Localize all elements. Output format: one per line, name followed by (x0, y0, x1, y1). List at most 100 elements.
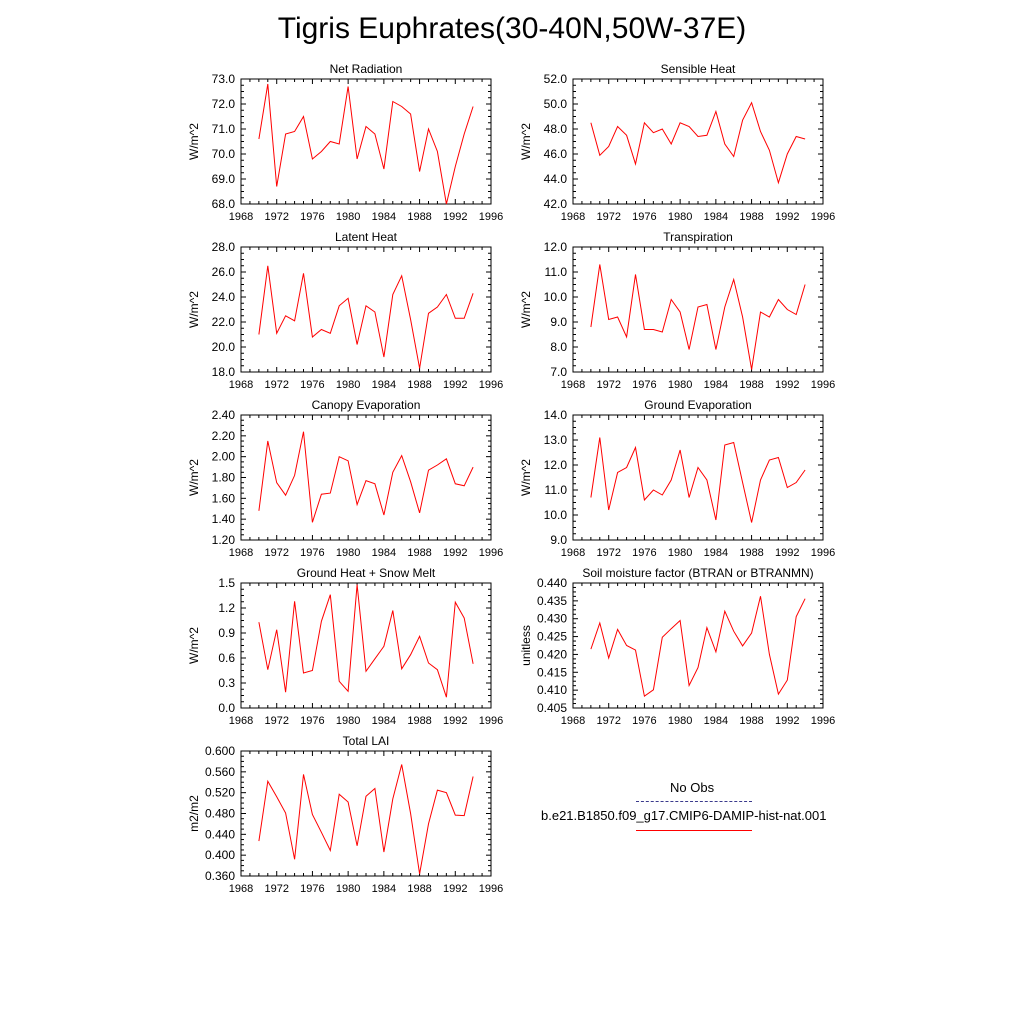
x-tick-label: 1996 (479, 211, 503, 223)
x-tick-label: 1992 (775, 379, 799, 391)
x-tick-label: 1988 (739, 379, 763, 391)
y-axis-label: W/m^2 (519, 459, 533, 496)
legend-obs-line (636, 801, 752, 802)
x-tick-label: 1992 (775, 211, 799, 223)
y-tick-label: 0.405 (537, 701, 567, 715)
x-tick-label: 1980 (668, 547, 692, 559)
y-tick-label: 1.2 (218, 601, 235, 615)
y-tick-label: 2.40 (212, 408, 236, 422)
y-axis-label: W/m^2 (187, 627, 201, 664)
x-tick-label: 1984 (704, 379, 728, 391)
x-tick-label: 1980 (668, 211, 692, 223)
x-tick-label: 1992 (443, 883, 467, 895)
series-line-1 (590, 264, 806, 370)
y-tick-label: 70.0 (212, 147, 236, 161)
series-line-1 (258, 764, 474, 874)
panel-title: Soil moisture factor (BTRAN or BTRANMN) (582, 566, 813, 580)
y-tick-label: 0.0 (218, 701, 235, 715)
y-tick-label: 0.6 (218, 651, 235, 665)
x-tick-label: 1988 (739, 715, 763, 727)
chart-panel-8: Soil moisture factor (BTRAN or BTRANMN) u… (519, 566, 835, 727)
y-tick-label: 72.0 (212, 97, 236, 111)
panel-title: Transpiration (663, 230, 733, 244)
y-tick-label: 68.0 (212, 197, 236, 211)
y-tick-label: 10.0 (544, 508, 568, 522)
x-tick-label: 1968 (561, 211, 585, 223)
x-tick-label: 1988 (407, 211, 431, 223)
legend-model-line (636, 830, 752, 831)
y-tick-label: 28.0 (212, 240, 236, 254)
legend-model-label: b.e21.B1850.f09_g17.CMIP6-DAMIP-hist-nat… (541, 808, 827, 823)
y-tick-label: 2.00 (212, 450, 236, 464)
x-tick-label: 1984 (704, 715, 728, 727)
y-tick-label: 9.0 (550, 315, 567, 329)
y-tick-label: 1.60 (212, 491, 236, 505)
y-axis-label: W/m^2 (187, 291, 201, 328)
y-tick-label: 0.410 (537, 683, 567, 697)
panel-title: Total LAI (343, 734, 390, 748)
y-tick-label: 11.0 (545, 265, 568, 279)
y-tick-label: 0.425 (537, 630, 567, 644)
panel-title: Net Radiation (330, 62, 403, 76)
x-tick-label: 1988 (739, 211, 763, 223)
y-tick-label: 7.0 (550, 365, 567, 379)
figure-title: Tigris Euphrates(30-40N,50W-37E) (277, 12, 747, 45)
series-line-1 (590, 437, 806, 523)
x-tick-label: 1972 (264, 379, 288, 391)
y-tick-label: 0.3 (218, 676, 235, 690)
x-tick-label: 1976 (632, 379, 656, 391)
x-tick-label: 1968 (561, 715, 585, 727)
x-tick-label: 1988 (407, 547, 431, 559)
x-tick-label: 1972 (596, 547, 620, 559)
y-tick-label: 50.0 (544, 97, 568, 111)
x-tick-label: 1980 (336, 547, 360, 559)
x-tick-label: 1980 (336, 379, 360, 391)
series-line-1 (590, 596, 806, 698)
y-tick-label: 20.0 (212, 340, 236, 354)
x-tick-label: 1968 (229, 211, 253, 223)
y-tick-label: 1.5 (218, 576, 235, 590)
plot-frame (240, 750, 492, 877)
y-axis-label: unitless (519, 625, 533, 666)
x-tick-label: 1996 (479, 883, 503, 895)
plot-frame (572, 414, 824, 541)
x-tick-label: 1980 (336, 715, 360, 727)
x-tick-label: 1968 (229, 883, 253, 895)
x-tick-label: 1980 (668, 379, 692, 391)
y-axis-label: m2/m2 (187, 795, 201, 832)
y-axis-label: W/m^2 (519, 123, 533, 160)
x-tick-label: 1992 (443, 379, 467, 391)
y-tick-label: 52.0 (544, 72, 568, 86)
series-line-1 (258, 83, 474, 205)
chart-panel-7: Ground Heat + Snow Melt W/m^2 1968 1972 1976… (187, 566, 503, 727)
y-tick-label: 26.0 (212, 265, 236, 279)
x-tick-label: 1976 (300, 547, 324, 559)
y-tick-label: 0.360 (205, 869, 235, 883)
x-tick-label: 1996 (811, 211, 835, 223)
x-tick-label: 1976 (300, 715, 324, 727)
chart-panel-1: Net Radiation W/m^2 1968 1972 1976 1980 1984 19… (187, 62, 503, 223)
chart-panel-2: Sensible Heat W/m^2 1968 1972 1976 1980 1984 19… (519, 62, 835, 223)
panel-title: Sensible Heat (661, 62, 736, 76)
y-tick-label: 12.0 (544, 240, 568, 254)
y-tick-label: 22.0 (212, 315, 236, 329)
x-tick-label: 1988 (407, 715, 431, 727)
y-tick-label: 13.0 (544, 433, 568, 447)
chart-panel-4: Transpiration W/m^2 1968 1972 1976 1980 1984 19… (519, 230, 835, 391)
y-axis-label: W/m^2 (187, 123, 201, 160)
x-tick-label: 1996 (811, 379, 835, 391)
y-tick-label: 42.0 (544, 197, 568, 211)
y-tick-label: 48.0 (544, 122, 568, 136)
chart-panel-9: Total LAI m2/m2 1968 1972 1976 1980 1984 1988 19… (187, 734, 503, 895)
x-tick-label: 1972 (596, 715, 620, 727)
x-tick-label: 1984 (372, 547, 396, 559)
x-tick-label: 1984 (372, 379, 396, 391)
x-tick-label: 1996 (479, 547, 503, 559)
x-tick-label: 1996 (811, 547, 835, 559)
y-tick-label: 2.20 (212, 429, 236, 443)
y-tick-label: 10.0 (544, 290, 568, 304)
plot-frame (240, 78, 492, 205)
x-tick-label: 1984 (704, 211, 728, 223)
x-tick-label: 1988 (739, 547, 763, 559)
